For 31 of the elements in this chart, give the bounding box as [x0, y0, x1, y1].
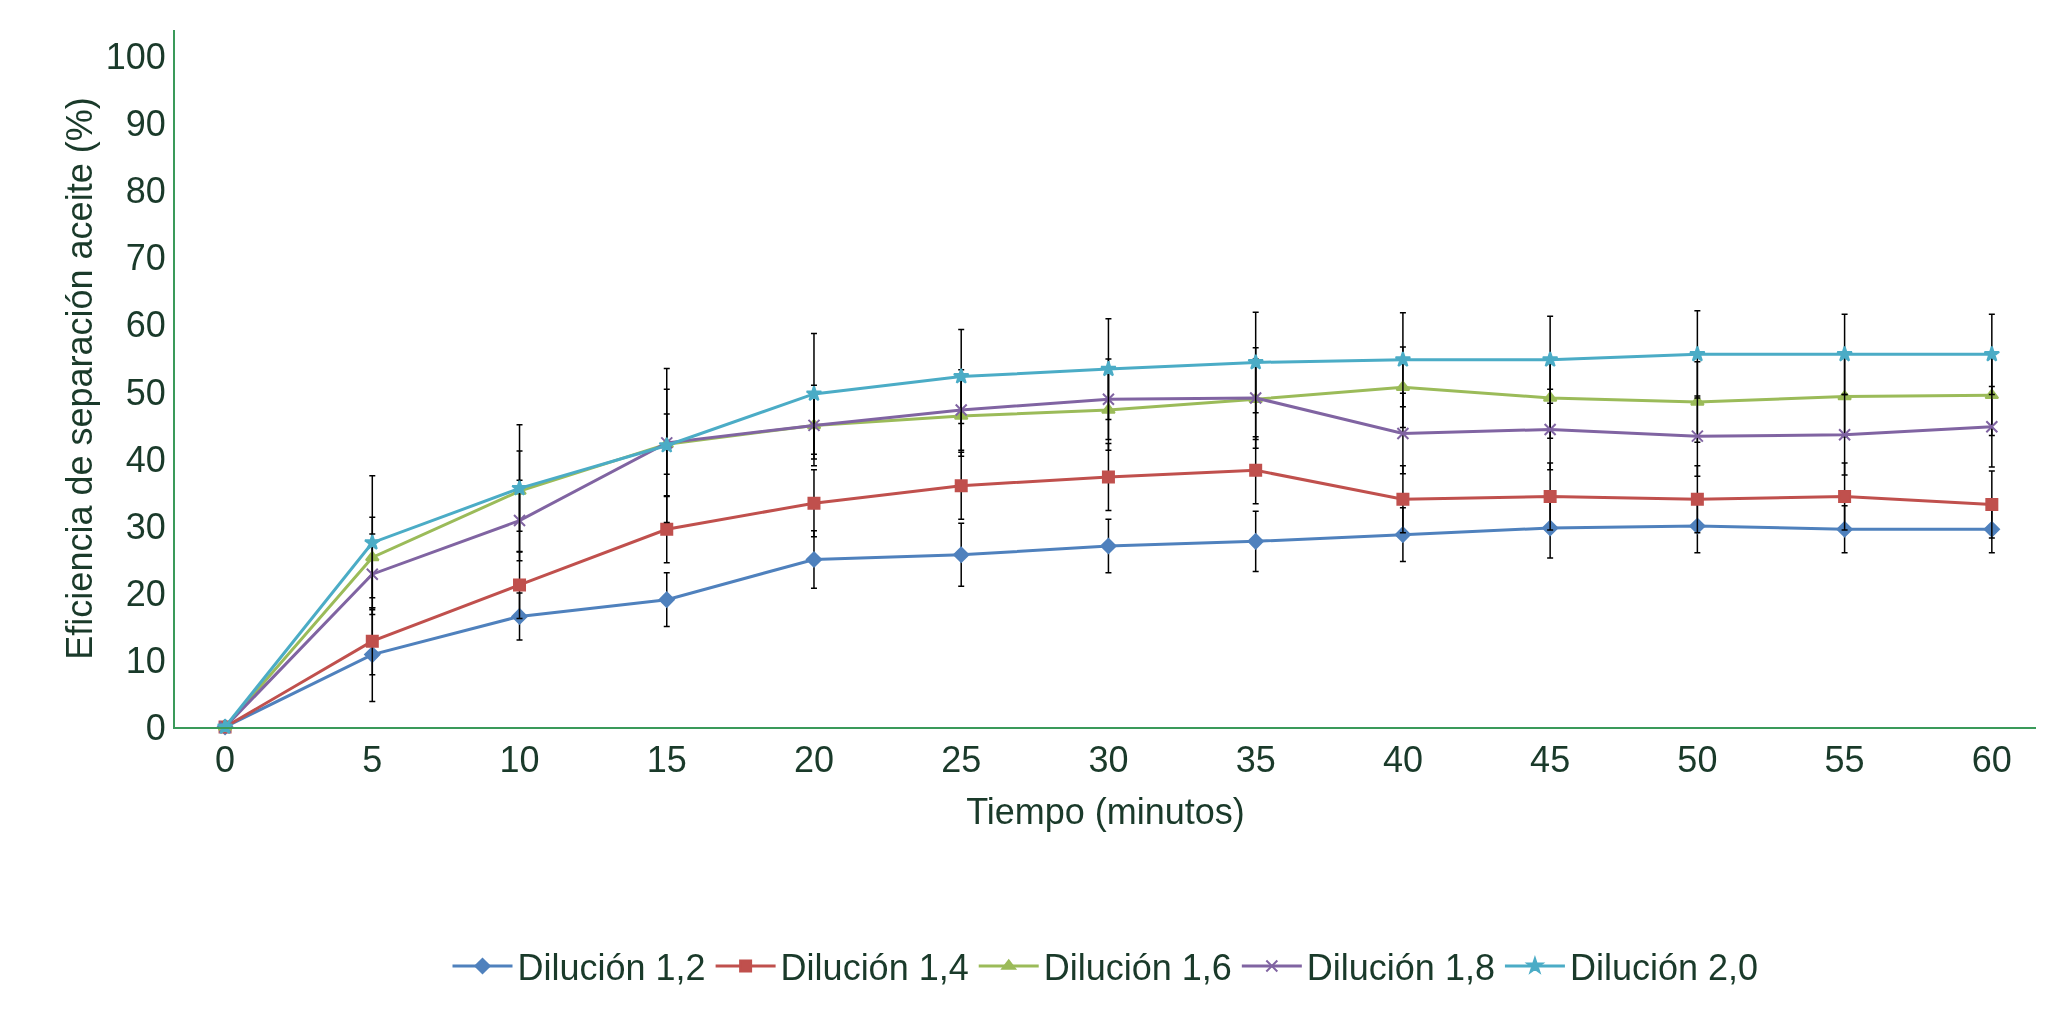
x-tick-label: 30 — [1088, 739, 1129, 781]
y-tick-label: 90 — [125, 103, 166, 145]
legend-label: Dilución 1,2 — [517, 947, 706, 989]
legend-label: Dilución 1,4 — [780, 947, 969, 989]
x-tick-label: 55 — [1824, 739, 1865, 781]
y-tick-label: 20 — [125, 572, 166, 614]
y-tick-label: 10 — [125, 639, 166, 681]
x-tick-label: 15 — [646, 739, 687, 781]
y-tick-label: 80 — [125, 170, 166, 212]
legend-label: Dilución 2,0 — [1569, 947, 1759, 989]
y-tick-label: 70 — [125, 237, 166, 279]
y-tick-label: 30 — [125, 505, 166, 547]
x-axis-title: Tiempo (minutos) — [966, 791, 1245, 833]
y-tick-label: 50 — [125, 371, 166, 413]
y-tick-label: 0 — [145, 706, 166, 748]
y-tick-label: 100 — [105, 36, 166, 78]
legend-label: Dilución 1,6 — [1043, 947, 1232, 989]
legend-label: Dilución 1,8 — [1306, 947, 1495, 989]
y-axis-title: Eficiencia de separación aceite (%) — [59, 97, 100, 660]
x-tick-label: 10 — [499, 739, 540, 781]
x-tick-label: 35 — [1235, 739, 1276, 781]
y-tick-label: 40 — [125, 438, 166, 480]
x-tick-label: 25 — [941, 739, 982, 781]
y-tick-label: 60 — [125, 304, 166, 346]
x-tick-label: 40 — [1382, 739, 1423, 781]
x-tick-label: 20 — [793, 739, 834, 781]
x-tick-label: 0 — [215, 739, 236, 781]
x-tick-label: 45 — [1530, 739, 1571, 781]
x-tick-label: 50 — [1677, 739, 1718, 781]
x-tick-label: 60 — [1971, 739, 2012, 781]
x-tick-label: 5 — [362, 739, 383, 781]
